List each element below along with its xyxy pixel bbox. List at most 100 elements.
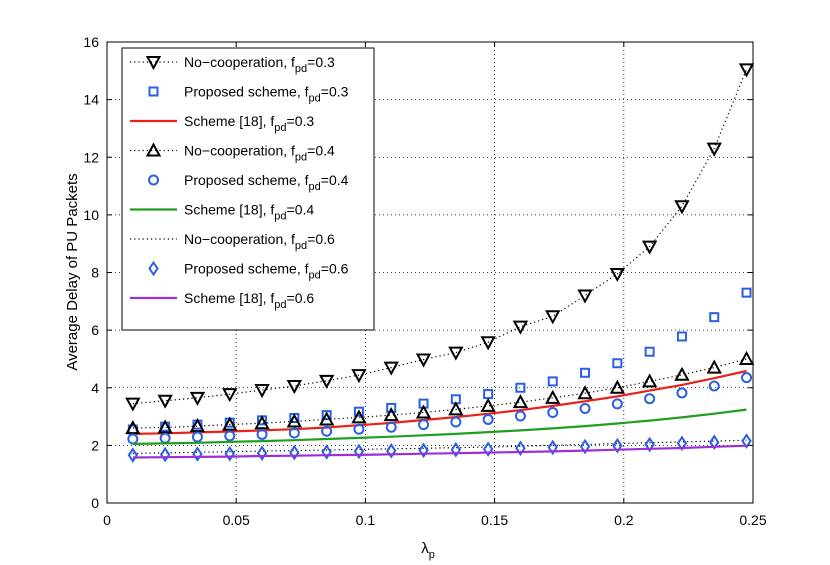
series-2-point bbox=[676, 331, 687, 342]
series-2-point bbox=[353, 406, 364, 417]
series-4-point bbox=[738, 350, 755, 365]
series-4-point bbox=[189, 417, 206, 433]
series-4-point bbox=[480, 397, 496, 412]
legend-label: Scheme [18], fpd=0.6 bbox=[184, 290, 314, 311]
legend-marker bbox=[145, 56, 162, 71]
series-4-point bbox=[415, 404, 432, 419]
series-5-point bbox=[127, 433, 139, 445]
series-4-point bbox=[157, 419, 173, 434]
series-5-point bbox=[159, 432, 171, 444]
legend-label: Proposed scheme, fpd=0.4 bbox=[184, 172, 349, 193]
series-8-point bbox=[386, 443, 397, 459]
series-8-point bbox=[127, 447, 139, 463]
series-8-point bbox=[256, 445, 268, 461]
series-2-point bbox=[612, 358, 623, 369]
series-1-point bbox=[706, 142, 722, 157]
series-4-point bbox=[383, 407, 399, 422]
legend-label-sub: pd bbox=[295, 240, 307, 252]
legend-marker bbox=[148, 86, 159, 97]
legend-marker bbox=[145, 142, 162, 157]
x-axis-label: λp bbox=[421, 540, 435, 561]
legend-marker bbox=[148, 260, 159, 277]
legend-label-suffix: =0.6 bbox=[321, 261, 349, 277]
series-8-point bbox=[450, 441, 462, 458]
series-1-point bbox=[641, 240, 658, 255]
series-1-point bbox=[448, 346, 464, 361]
series-1-point bbox=[545, 310, 561, 325]
legend-label: Proposed scheme, fpd=0.6 bbox=[184, 261, 349, 282]
legend-label-sub: pd bbox=[309, 270, 321, 282]
y-tick-label: 6 bbox=[91, 322, 99, 338]
series-2-point bbox=[644, 346, 655, 357]
legend-label-name: No−cooperation, f bbox=[184, 54, 295, 70]
series-5-point bbox=[579, 402, 591, 414]
series-8-point bbox=[579, 438, 591, 455]
series-4-point bbox=[706, 359, 722, 374]
y-tick-label: 4 bbox=[91, 380, 99, 396]
series-8-point bbox=[515, 440, 526, 457]
series-9 bbox=[132, 444, 747, 459]
series-1-point bbox=[480, 336, 496, 351]
legend-label-suffix: =0.4 bbox=[321, 172, 349, 188]
legend-label-sub: pd bbox=[274, 122, 286, 134]
legend-marker bbox=[148, 174, 159, 186]
series-3 bbox=[132, 369, 747, 435]
series-5-point bbox=[482, 413, 494, 425]
y-tick-label: 0 bbox=[91, 495, 99, 511]
series-1-point bbox=[512, 320, 529, 335]
legend-label-suffix: =0.3 bbox=[307, 54, 335, 70]
series-4-point bbox=[351, 409, 367, 424]
series-1-point bbox=[609, 267, 626, 283]
series-4-point bbox=[674, 366, 690, 381]
legend-entry-1: No−cooperation, fpd=0.3 bbox=[130, 54, 335, 75]
legend-label-sub: pd bbox=[274, 211, 286, 223]
series-1-point bbox=[674, 200, 690, 215]
y-tick-label: 14 bbox=[83, 92, 99, 108]
ticks: 0 0.05 0.1 0.15 0.2 0.25 0 2 4 6 8 10 12 14 16 bbox=[83, 34, 766, 528]
x-tick-label: 0.2 bbox=[614, 512, 634, 528]
series-1-point bbox=[318, 374, 335, 389]
series-5-point bbox=[191, 431, 203, 443]
series-5-point bbox=[741, 372, 753, 384]
series-8-point bbox=[741, 433, 752, 449]
series-4-point bbox=[545, 389, 561, 404]
legend-label: Proposed scheme, fpd=0.3 bbox=[184, 84, 349, 105]
legend-label-name: Scheme [18], f bbox=[184, 290, 274, 306]
series-7 bbox=[132, 439, 747, 454]
series-5-point bbox=[450, 416, 462, 428]
series-4-point bbox=[222, 416, 238, 431]
series-4-point bbox=[254, 415, 270, 430]
x-tick-label: 0.25 bbox=[739, 512, 766, 528]
series-8-point bbox=[224, 445, 235, 462]
series-2-point bbox=[741, 287, 752, 298]
legend-entry-4: No−cooperation, fpd=0.4 bbox=[130, 142, 335, 164]
legend-entry-9: Scheme [18], fpd=0.6 bbox=[130, 290, 314, 311]
series-4-point bbox=[125, 419, 141, 435]
series-8-point bbox=[289, 444, 300, 461]
series-5-point bbox=[321, 425, 333, 437]
y-axis-label: Average Delay of PU Packets bbox=[64, 173, 81, 370]
series-1-point bbox=[189, 391, 206, 406]
series-layer bbox=[125, 63, 755, 463]
legend-box bbox=[121, 47, 375, 331]
legend-label-suffix: =0.6 bbox=[287, 290, 315, 306]
y-tick-label: 16 bbox=[83, 34, 99, 50]
x-axis-label-main: λ bbox=[421, 540, 429, 557]
series-8-point bbox=[644, 436, 655, 453]
series-8-point bbox=[612, 437, 623, 454]
legend-label: No−cooperation, fpd=0.6 bbox=[184, 231, 335, 252]
y-tick-label: 12 bbox=[83, 149, 99, 165]
legend-label-sub: pd bbox=[274, 299, 286, 311]
series-5-point bbox=[547, 407, 559, 419]
series-1-point bbox=[222, 388, 238, 403]
x-axis-label-sub: p bbox=[429, 549, 435, 561]
legend-entry-8: Proposed scheme, fpd=0.6 bbox=[148, 260, 349, 282]
legend-label-sub: pd bbox=[309, 93, 321, 105]
legend-label-suffix: =0.4 bbox=[287, 202, 315, 218]
series-4-point bbox=[318, 411, 335, 426]
legend-label-sub: pd bbox=[309, 181, 321, 193]
x-tick-label: 0.1 bbox=[356, 512, 376, 528]
x-tick-label: 0 bbox=[103, 512, 111, 528]
series-2-point bbox=[580, 367, 591, 378]
